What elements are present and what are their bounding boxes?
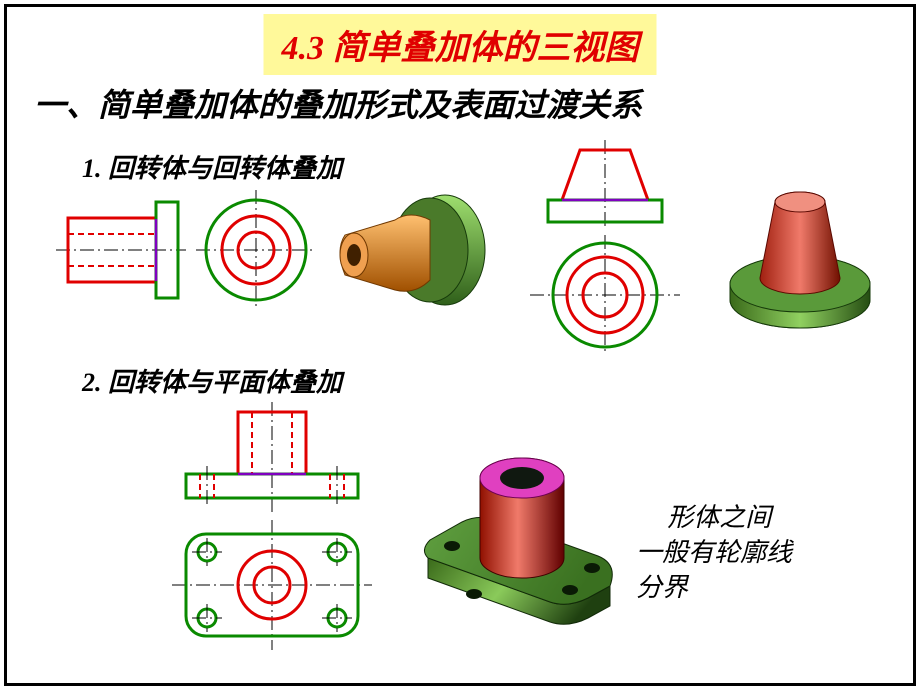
note-line-1: 形体之间 <box>636 500 792 535</box>
fig-1b-iso <box>710 170 890 340</box>
fig-1b-top <box>530 235 680 355</box>
fig-1a-iso <box>330 180 490 330</box>
side-note: 形体之间 一般有轮廓线 分界 <box>636 500 792 605</box>
fig-2-top <box>172 520 372 650</box>
fig-1b-front <box>530 140 680 230</box>
section-title: 4.3 简单叠加体的三视图 <box>264 14 657 75</box>
fig-2-iso <box>400 430 630 640</box>
fig-1a-side <box>196 190 316 310</box>
note-line-3: 分界 <box>636 570 792 605</box>
heading-1: 一、简单叠加体的叠加形式及表面过渡关系 <box>34 80 642 126</box>
item-2-heading: 2. 回转体与平面体叠加 <box>82 362 342 399</box>
fig-1a-front <box>56 190 186 310</box>
fig-2-front <box>172 402 372 512</box>
item-1-heading: 1. 回转体与回转体叠加 <box>82 148 342 185</box>
note-line-2: 一般有轮廓线 <box>636 535 792 570</box>
